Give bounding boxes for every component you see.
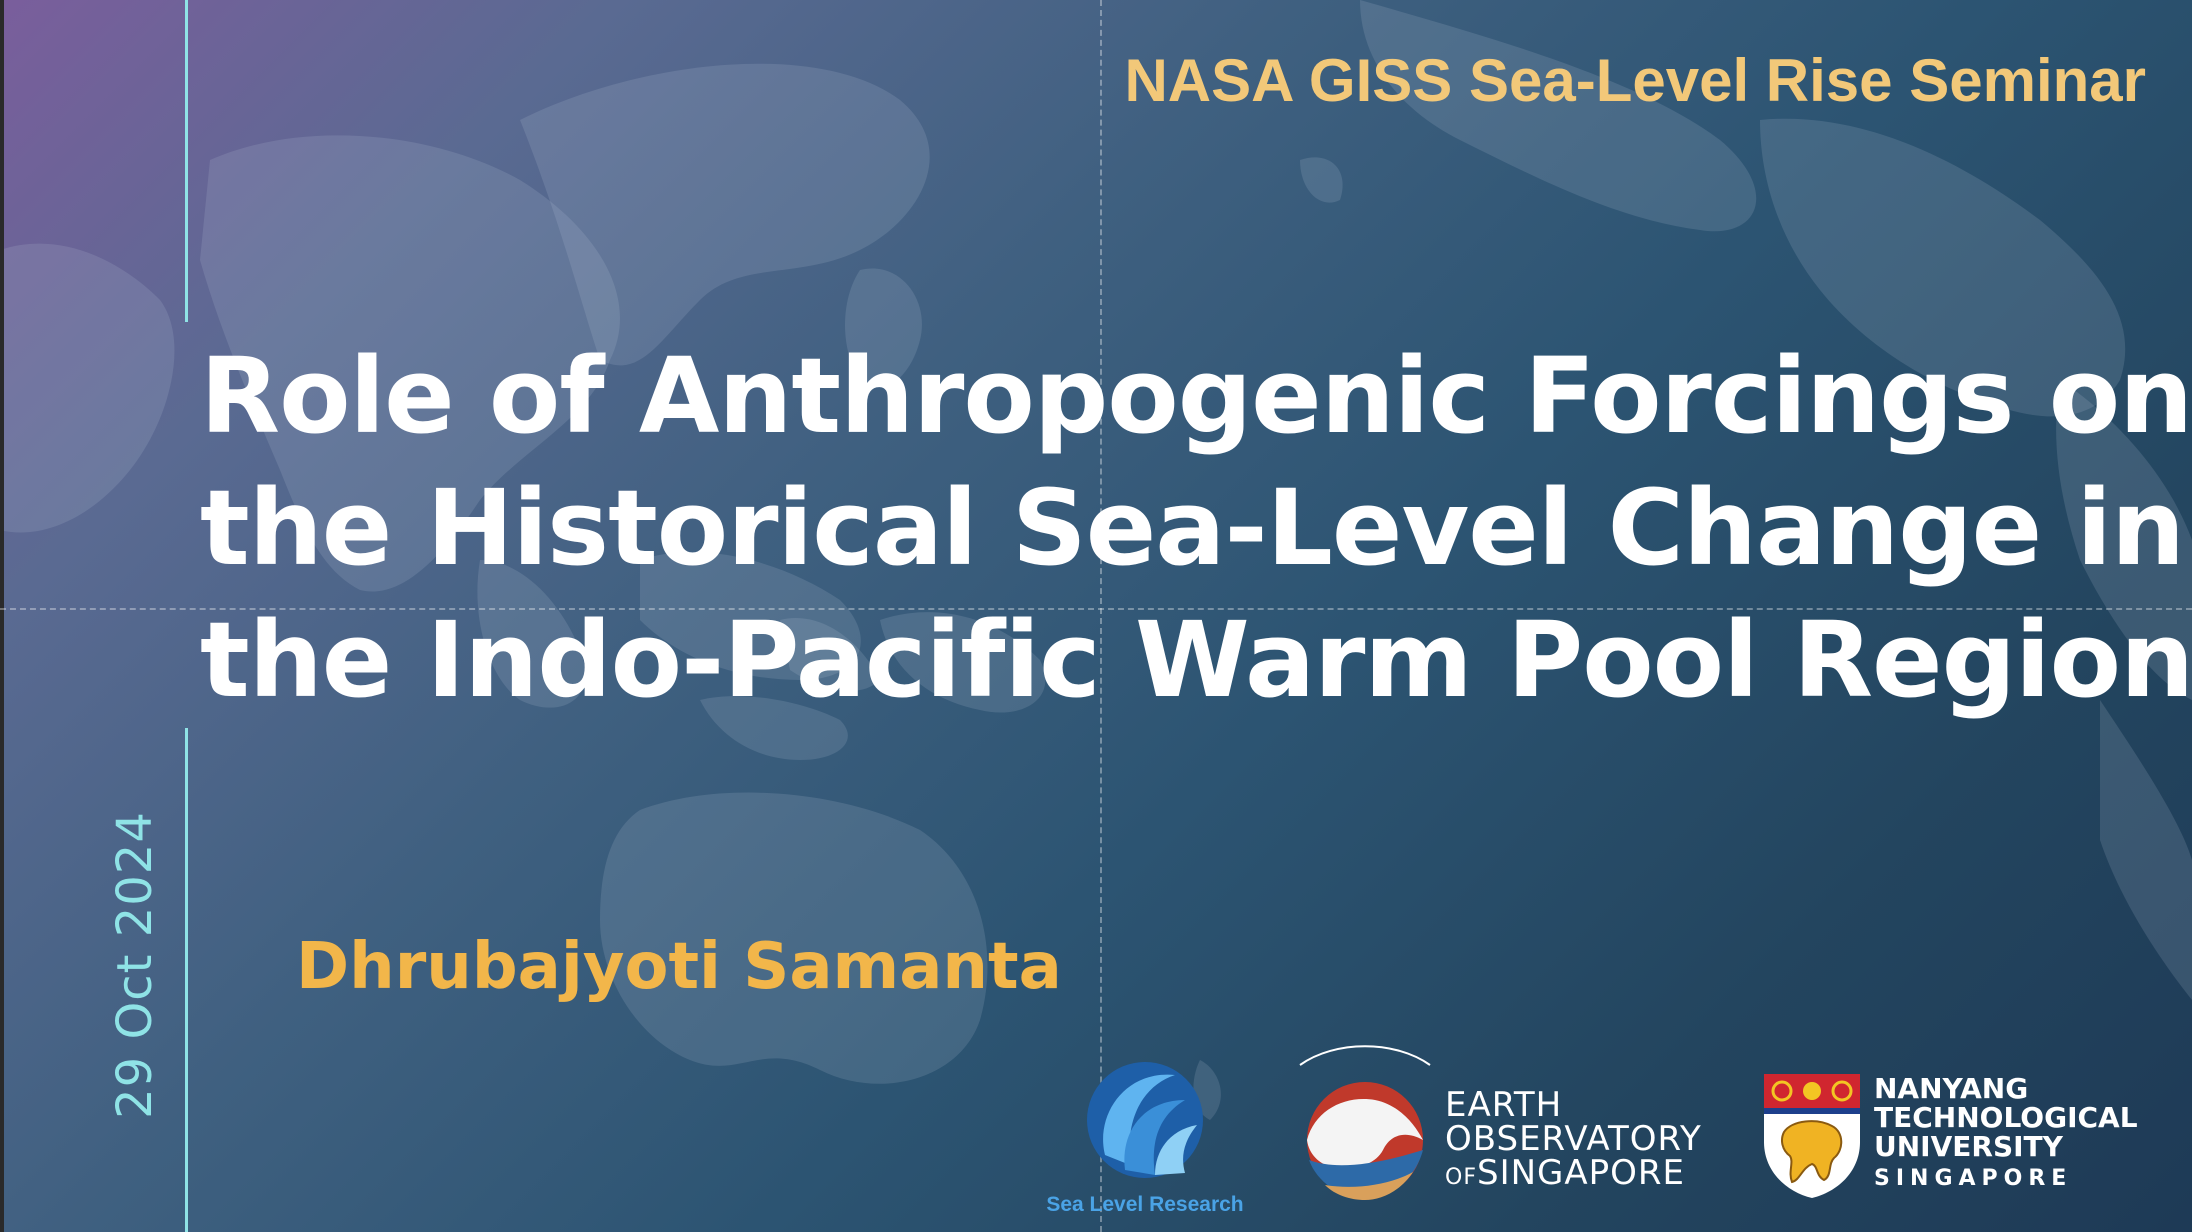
sea-level-research-emblem-icon (1087, 1062, 1203, 1178)
ntu-line-technological: TECHNOLOGICAL (1874, 1101, 2138, 1134)
seminar-name: NASA GISS Sea-Level Rise Seminar (1124, 47, 2146, 114)
center-guide-vertical (1100, 0, 1102, 1232)
eos-line-earth: EARTH (1445, 1085, 1563, 1125)
ntu-crest-icon (1764, 1074, 1860, 1198)
sea-level-research-label: Sea Level Research (1046, 1193, 1244, 1216)
eos-emblem-icon (1299, 1045, 1431, 1200)
title-line-2: the Historical Sea-Level Change in (200, 467, 2185, 589)
eos-line-observatory: OBSERVATORY (1445, 1119, 1702, 1159)
ntu-logo: NANYANG TECHNOLOGICAL UNIVERSITY SINGAPO… (1762, 1072, 2142, 1202)
eos-singapore-word: SINGAPORE (1476, 1153, 1686, 1193)
slide-title: Role of Anthropogenic Forcings on the Hi… (200, 330, 2192, 726)
ntu-wordmark: NANYANG TECHNOLOGICAL UNIVERSITY SINGAPO… (1874, 1074, 2138, 1197)
title-line-1: Role of Anthropogenic Forcings on (200, 335, 2192, 457)
author-name: Dhrubajyoti Samanta (296, 930, 1062, 1004)
presentation-date: 29 Oct 2024 (107, 811, 163, 1119)
vertical-accent-line-top (185, 0, 188, 322)
title-line-3: the Indo-Pacific Warm Pool Region (200, 599, 2192, 721)
eos-wordmark: EARTH OBSERVATORY OFSINGAPORE (1445, 1088, 1702, 1195)
eos-of-prefix: OF (1445, 1165, 1477, 1190)
ntu-line-university: UNIVERSITY (1874, 1130, 2063, 1163)
earth-observatory-singapore-logo: EARTH OBSERVATORY OFSINGAPORE (1295, 1040, 1715, 1220)
vertical-accent-line-bottom (185, 728, 188, 1232)
center-guide-horizontal (0, 608, 2192, 610)
ntu-line-nanyang: NANYANG (1874, 1072, 2029, 1105)
left-edge (0, 0, 4, 1232)
sea-level-research-logo: Sea Level Research (1040, 1055, 1250, 1225)
eos-line-singapore: OFSINGAPORE (1445, 1156, 1702, 1195)
ntu-line-singapore: SINGAPORE (1874, 1166, 2073, 1191)
